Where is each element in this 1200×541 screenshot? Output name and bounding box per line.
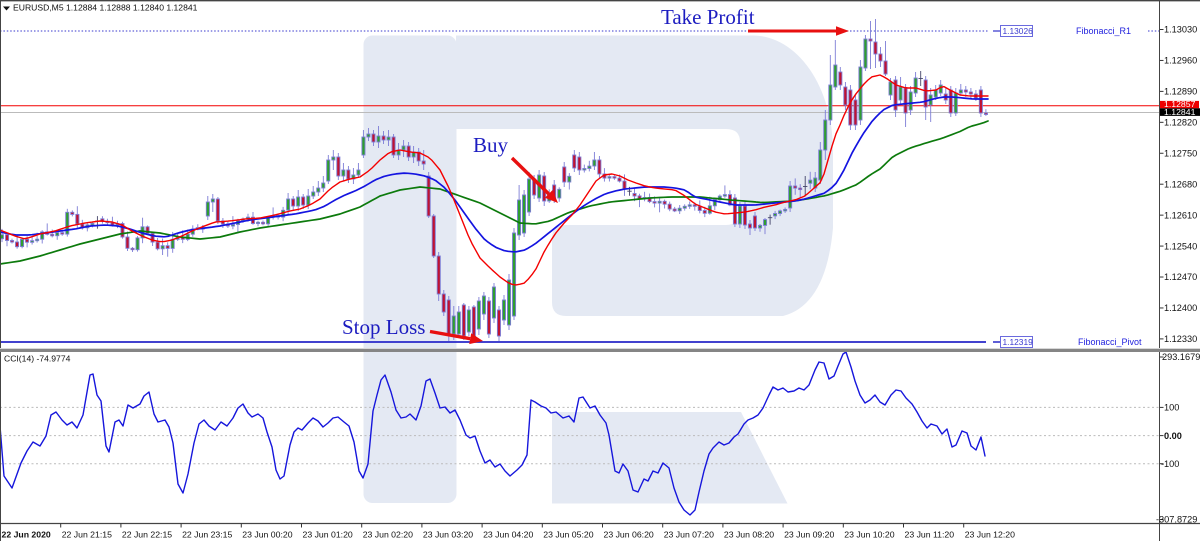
svg-text:23 Jun 11:20: 23 Jun 11:20	[905, 530, 955, 540]
svg-text:1.13026: 1.13026	[1003, 26, 1034, 36]
svg-text:293.1679: 293.1679	[1162, 352, 1200, 362]
svg-text:1.12890: 1.12890	[1164, 87, 1197, 97]
svg-text:1.12610: 1.12610	[1164, 210, 1197, 220]
svg-text:23 Jun 02:20: 23 Jun 02:20	[363, 530, 413, 540]
svg-text:1.13030: 1.13030	[1164, 25, 1197, 35]
svg-text:23 Jun 05:20: 23 Jun 05:20	[543, 530, 593, 540]
svg-text:1.12841: 1.12841	[1164, 107, 1196, 117]
svg-text:22 Jun 21:15: 22 Jun 21:15	[62, 530, 112, 540]
svg-text:Fibonacci_R1: Fibonacci_R1	[1076, 26, 1131, 36]
svg-text:1.12470: 1.12470	[1164, 272, 1197, 282]
svg-text:23 Jun 09:20: 23 Jun 09:20	[784, 530, 834, 540]
svg-text:EURUSD,M5 1.12884 1.12888 1.1: EURUSD,M5 1.12884 1.12888 1.12840 1.1284…	[13, 3, 198, 13]
svg-text:1.12960: 1.12960	[1164, 56, 1197, 66]
svg-text:23 Jun 01:20: 23 Jun 01:20	[303, 530, 353, 540]
svg-text:23 Jun 12:20: 23 Jun 12:20	[965, 530, 1015, 540]
svg-text:23 Jun 07:20: 23 Jun 07:20	[664, 530, 714, 540]
svg-text:1.12319: 1.12319	[1003, 337, 1034, 347]
svg-text:1.12330: 1.12330	[1164, 334, 1197, 344]
svg-text:23 Jun 06:20: 23 Jun 06:20	[604, 530, 654, 540]
svg-text:Buy: Buy	[473, 133, 509, 157]
svg-text:Take Profit: Take Profit	[661, 5, 755, 29]
svg-text:1.12857: 1.12857	[1164, 99, 1196, 109]
svg-text:1.12820: 1.12820	[1164, 118, 1197, 128]
svg-text:-100: -100	[1161, 459, 1179, 469]
svg-text:0.00: 0.00	[1164, 431, 1182, 441]
svg-text:1.12400: 1.12400	[1164, 303, 1197, 313]
svg-text:100: 100	[1164, 403, 1179, 413]
svg-text:-307.8729: -307.8729	[1156, 515, 1197, 525]
svg-text:22 Jun 22:15: 22 Jun 22:15	[122, 530, 172, 540]
svg-text:22 Jun 2020: 22 Jun 2020	[2, 530, 51, 540]
svg-text:1.12540: 1.12540	[1164, 241, 1197, 251]
svg-text:CCI(14) -74.9774: CCI(14) -74.9774	[4, 354, 71, 364]
svg-text:23 Jun 03:20: 23 Jun 03:20	[423, 530, 473, 540]
svg-text:23 Jun 08:20: 23 Jun 08:20	[724, 530, 774, 540]
svg-text:1.12680: 1.12680	[1164, 179, 1197, 189]
svg-text:Stop Loss: Stop Loss	[342, 315, 425, 339]
svg-text:23 Jun 10:20: 23 Jun 10:20	[844, 530, 894, 540]
svg-text:1.12750: 1.12750	[1164, 148, 1197, 158]
svg-text:Fibonacci_Pivot: Fibonacci_Pivot	[1078, 337, 1142, 347]
svg-text:23 Jun 04:20: 23 Jun 04:20	[483, 530, 533, 540]
svg-text:23 Jun 00:20: 23 Jun 00:20	[242, 530, 292, 540]
svg-text:22 Jun 23:15: 22 Jun 23:15	[182, 530, 232, 540]
